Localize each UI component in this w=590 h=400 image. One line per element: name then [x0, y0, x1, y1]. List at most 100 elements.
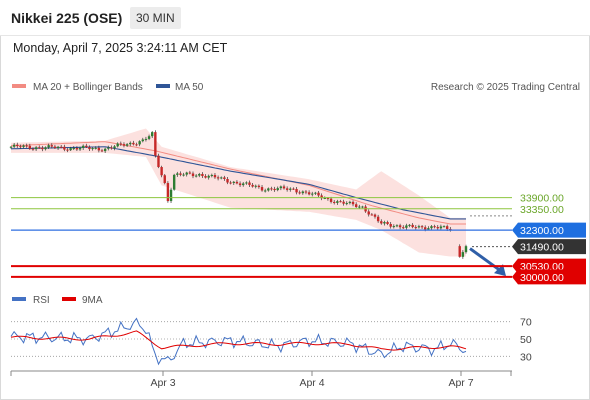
candle-body: [358, 206, 361, 208]
candle-body: [172, 174, 176, 190]
timeframe-button[interactable]: 30 MIN: [130, 7, 181, 29]
candle-body: [295, 188, 298, 193]
candle-body: [329, 198, 333, 202]
price-plot-area[interactable]: [9, 128, 506, 277]
header-bar: Nikkei 225 (OSE) 30 MIN: [0, 0, 590, 36]
candle-body: [339, 201, 342, 203]
candle-body: [424, 227, 427, 230]
candle-body: [75, 148, 79, 150]
candle-body: [345, 203, 348, 205]
candle-body: [94, 147, 97, 149]
candle-body: [28, 145, 32, 149]
candle-body: [63, 146, 66, 150]
candle-body: [361, 206, 364, 208]
forecast-arrow-shaft: [469, 247, 502, 273]
candle-body: [395, 225, 399, 227]
candle-body: [398, 225, 402, 228]
candle-body: [53, 146, 57, 149]
candle-body: [402, 227, 405, 229]
ma50-legend-swatch: [156, 84, 170, 88]
candle-body: [386, 222, 389, 224]
candle-body: [270, 188, 273, 190]
candle-body: [238, 183, 242, 186]
candle-body: [110, 147, 113, 149]
candle-body: [248, 182, 251, 185]
time-axis: Apr 3 Apr 4 Apr 7: [10, 370, 512, 389]
rsi-level-label: 50: [520, 334, 532, 346]
rsi-panel[interactable]: 70 50 30: [10, 317, 532, 366]
candle-body: [160, 167, 163, 176]
candle-body: [122, 144, 126, 146]
candle-body: [307, 192, 311, 195]
ma50-legend-label: MA 50: [175, 82, 204, 93]
candle-body: [47, 145, 50, 148]
candle-body: [135, 144, 138, 146]
candle-body: [392, 226, 396, 228]
candle-body: [464, 246, 468, 253]
candle-body: [276, 188, 279, 191]
candle-body: [179, 173, 182, 175]
candle-body: [263, 190, 267, 192]
rsi-level-label: 30: [520, 351, 532, 363]
candle-body: [427, 228, 430, 230]
candle-body: [242, 183, 245, 186]
candle-body: [147, 136, 151, 139]
candle-body: [103, 148, 107, 152]
candle-body: [336, 201, 339, 203]
rsi-ma-legend-label: 9MA: [82, 295, 103, 306]
candle-body: [304, 191, 308, 193]
candle-body: [323, 197, 326, 199]
candle-body: [317, 192, 320, 196]
candle-body: [273, 188, 276, 191]
price-tag-label: 32300.00: [520, 225, 564, 237]
candle-body: [91, 148, 94, 150]
candle-body: [367, 211, 370, 215]
candle-body: [38, 147, 41, 149]
support-price-tag: 30000.00: [512, 269, 586, 285]
candle-body: [383, 222, 386, 224]
candle-body: [292, 188, 295, 190]
ma50-line: [10, 146, 466, 220]
candle-body: [163, 175, 166, 184]
price-tag-background: [512, 222, 586, 238]
candle-body: [97, 147, 101, 151]
candle-body: [72, 148, 75, 150]
rsi-line: [10, 317, 467, 366]
candle-body: [285, 188, 289, 190]
candle-body: [213, 174, 217, 178]
candle-body: [207, 175, 210, 178]
time-tick-label: Apr 7: [448, 377, 473, 389]
resistance-label: 33350.00: [520, 204, 564, 216]
candle-body: [191, 173, 195, 177]
candle-body: [220, 177, 223, 179]
candle-body: [348, 201, 352, 204]
candle-body: [282, 186, 286, 189]
candle-body: [81, 145, 85, 148]
time-tick-label: Apr 3: [150, 377, 175, 389]
price-levels: 33900.0033350.0032300.0031490.0030530.00…: [11, 193, 586, 285]
candle-body: [198, 173, 201, 176]
credit-label: Research © 2025 Trading Central: [431, 82, 580, 93]
ma20-line: [10, 141, 466, 225]
last-price-tag: 31490.00: [512, 239, 586, 255]
bollinger-band: [11, 128, 466, 257]
candle-body: [169, 189, 173, 202]
candle-body: [289, 188, 292, 190]
candle-body: [176, 173, 179, 175]
candle-body: [78, 147, 82, 150]
candle-body: [56, 146, 60, 149]
candle-body: [439, 226, 443, 229]
candle-body: [107, 147, 110, 149]
candle-body: [201, 173, 204, 177]
candle-body: [185, 172, 188, 175]
timestamp-label: Monday, April 7, 2025 3:24:11 AM CET: [13, 41, 228, 55]
candle-body: [251, 184, 254, 187]
candle-body: [85, 145, 88, 148]
rsi-legend: RSI 9MA: [12, 295, 103, 306]
candle-body: [129, 142, 132, 145]
rsi-level-label: 70: [520, 317, 532, 329]
candle-body: [235, 181, 239, 184]
candle-body: [376, 216, 380, 222]
candle-body: [12, 144, 16, 147]
